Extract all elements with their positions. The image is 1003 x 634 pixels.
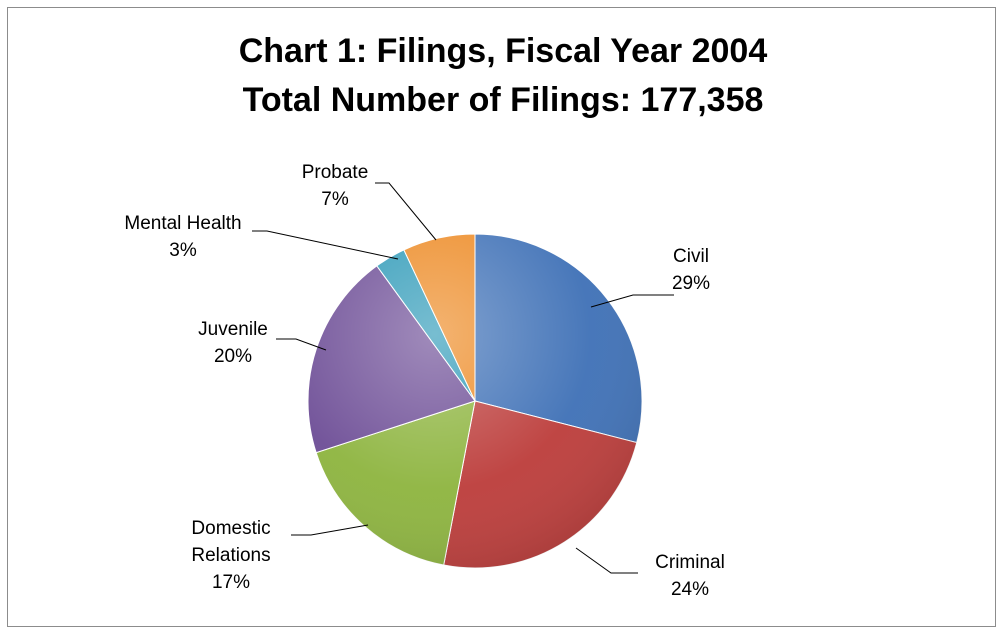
slice-percent-mental-health: 3% <box>169 240 197 261</box>
slice-name-juvenile: Juvenile <box>198 319 268 340</box>
slice-label-civil: Civil 29% <box>590 246 710 308</box>
slice-name-civil: Civil <box>673 246 709 267</box>
slice-name-domestic-relations: Relations <box>191 545 270 566</box>
leader-line-domestic-relations <box>291 524 369 536</box>
leader-line-civil <box>590 294 674 308</box>
slice-percent-juvenile: 20% <box>214 346 252 367</box>
slice-percent-probate: 7% <box>321 189 349 210</box>
slice-label-mental-health: Mental Health 3% <box>124 213 399 261</box>
leader-line-probate <box>375 182 437 241</box>
slice-name-mental-health: Mental Health <box>124 213 241 234</box>
pie-labels: Civil 29% Criminal 24% Domestic Relations 17% J… <box>124 162 724 600</box>
leader-line-criminal <box>575 547 638 574</box>
slice-percent-criminal: 24% <box>671 579 709 600</box>
slice-label-criminal: Criminal 24% <box>575 547 725 600</box>
leader-line-juvenile <box>276 338 327 351</box>
slice-percent-civil: 29% <box>672 273 710 294</box>
pie-chart: Chart 1: Filings, Fiscal Year 2004 Total… <box>124 32 768 600</box>
slice-label-domestic-relations: Domestic Relations 17% <box>191 518 369 593</box>
slice-name-probate: Probate <box>302 162 369 183</box>
slice-name-domestic-relations: Domestic <box>191 518 270 539</box>
slice-label-juvenile: Juvenile 20% <box>198 319 327 367</box>
chart-title: Chart 1: Filings, Fiscal Year 2004 <box>239 32 768 70</box>
chart-frame: Chart 1: Filings, Fiscal Year 2004 Total… <box>7 7 996 627</box>
slice-percent-domestic-relations: 17% <box>212 572 250 593</box>
pie-slices <box>307 233 643 569</box>
chart-subtitle: Total Number of Filings: 177,358 <box>243 81 764 119</box>
slice-label-probate: Probate 7% <box>302 162 437 241</box>
slice-name-criminal: Criminal <box>655 552 725 573</box>
leader-line-mental-health <box>252 230 399 260</box>
